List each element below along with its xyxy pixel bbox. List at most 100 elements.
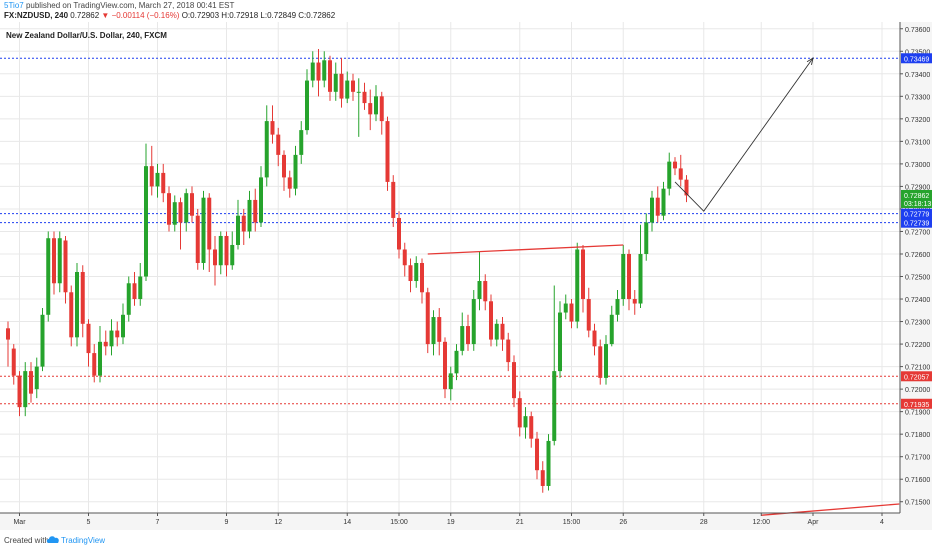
x-tick-label: 19: [447, 519, 455, 526]
candle-body: [333, 73, 338, 92]
trendline[interactable]: [427, 244, 624, 255]
last-price: 0.72862: [70, 11, 100, 20]
projection-path[interactable]: [674, 57, 814, 212]
candle-body: [512, 362, 516, 399]
y-tick-label: 0.72400: [905, 297, 930, 304]
y-tick-label: 0.72900: [905, 184, 930, 191]
candle-body: [224, 235, 229, 266]
candle-body: [397, 217, 401, 250]
candle-body: [678, 168, 683, 180]
candle-body: [483, 281, 488, 302]
candle-body: [86, 323, 91, 354]
candle-body: [6, 328, 10, 340]
candle-body: [316, 62, 321, 81]
candle-body: [420, 262, 424, 293]
level-price-tag: [901, 208, 932, 219]
x-tick-label: 14: [343, 519, 351, 526]
candle-body: [276, 134, 281, 155]
candle-body: [563, 303, 568, 313]
candle-body: [109, 330, 114, 347]
y-tick-label: 0.73300: [905, 94, 930, 101]
candle-body: [540, 470, 545, 486]
candle-body: [477, 281, 482, 300]
x-tick-label: 5: [87, 519, 91, 526]
candle-body: [75, 272, 79, 338]
y-tick-label: 0.73000: [905, 162, 930, 169]
y-tick-label: 0.71700: [905, 455, 930, 462]
candle-body: [535, 438, 539, 471]
candle-body: [667, 161, 672, 189]
y-tick-label: 0.71800: [905, 432, 930, 439]
author-link[interactable]: 5Tio7: [4, 1, 24, 10]
y-tick-label: 0.71500: [905, 500, 930, 507]
candle-body: [581, 249, 585, 300]
candle-body: [282, 154, 286, 178]
candle-body: [103, 341, 108, 347]
publish-line: 5Tio7 published on TradingView.com, Marc…: [4, 1, 234, 11]
candle-body: [374, 96, 378, 115]
x-tick-label: 26: [619, 519, 627, 526]
candle-body: [144, 166, 148, 277]
candle-body: [322, 60, 327, 81]
candle-body: [598, 346, 603, 378]
candle-body: [40, 314, 45, 367]
candle-body: [362, 91, 367, 104]
candle-body: [443, 341, 447, 390]
candle-body: [11, 348, 16, 376]
x-tick-label: 9: [225, 519, 229, 526]
candle-body: [149, 166, 154, 187]
candle-body: [546, 440, 551, 486]
candle-body: [126, 283, 131, 315]
candle-body: [264, 121, 269, 178]
candle-body: [673, 161, 677, 169]
candle-body: [218, 235, 223, 266]
candle-body: [52, 238, 56, 284]
y-tick-label: 0.72000: [905, 387, 930, 394]
candle-body: [34, 366, 39, 390]
candle-body: [328, 60, 332, 92]
candle-body: [425, 292, 430, 345]
candle-body: [489, 301, 493, 340]
x-tick-label: 15:00: [390, 519, 408, 526]
level-price-label: 0.72057: [904, 374, 929, 381]
candle-body: [195, 215, 200, 263]
candle-body: [609, 314, 614, 345]
y-tick-label: 0.72500: [905, 275, 930, 282]
candle-body: [356, 91, 361, 93]
level-price-tag: [901, 371, 932, 382]
candle-body: [684, 179, 689, 196]
candle-body: [241, 215, 246, 232]
candle-body: [523, 416, 528, 428]
chart-header: 5Tio7 published on TradingView.com, Marc…: [0, 0, 932, 22]
candle-body: [460, 326, 465, 351]
candle-body: [402, 249, 407, 266]
candle-body: [506, 339, 511, 363]
y-tick-label: 0.73200: [905, 117, 930, 124]
change-arrow-icon: ▼: [101, 11, 110, 20]
tradingview-cloud-icon: [46, 536, 59, 543]
candle-body: [638, 253, 643, 304]
y-tick-label: 0.72600: [905, 252, 930, 259]
candle-body: [575, 249, 580, 322]
footer: Created with TradingView: [0, 530, 932, 550]
level-price-tag: [901, 217, 932, 228]
candle-body: [63, 240, 68, 293]
candle-body: [345, 80, 350, 99]
y-tick-label: 0.73600: [905, 27, 930, 34]
candle-body: [132, 283, 137, 300]
candle-body: [161, 172, 166, 194]
candle-body: [98, 341, 102, 376]
x-tick-label: Mar: [13, 519, 26, 526]
candle-body: [23, 371, 28, 408]
candle-body: [431, 317, 436, 345]
candle-body: [190, 193, 194, 216]
price-chart[interactable]: 0.73600 0.73500 0.73400 0.73300 0.73200 0.731…: [0, 22, 932, 530]
candle-body: [287, 177, 292, 189]
level-price-label: 0.72779: [904, 212, 929, 219]
candle-body: [471, 299, 476, 345]
candle-body: [385, 121, 390, 182]
tradingview-link[interactable]: TradingView: [61, 536, 106, 545]
candle-body: [408, 265, 413, 282]
candle-body: [414, 262, 419, 282]
candle-body: [155, 172, 160, 187]
